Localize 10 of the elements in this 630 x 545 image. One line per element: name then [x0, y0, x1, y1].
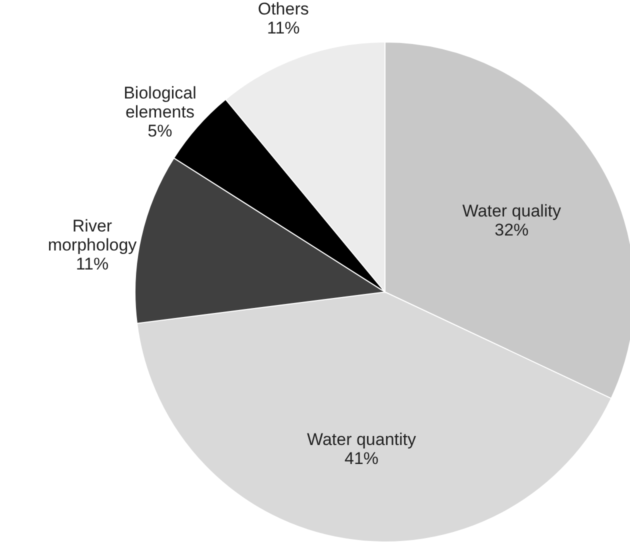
slice-label: River morphology [48, 216, 138, 255]
data-label: 11% [76, 254, 109, 274]
slice-label: Others [258, 0, 309, 19]
slice-label: Water quality [462, 202, 562, 221]
data-label: 41% [344, 449, 379, 468]
slice-label: Water quantity [307, 430, 417, 450]
data-label: 5% [148, 122, 172, 141]
data-label: 32% [494, 220, 529, 240]
slice-label: Biological elements [124, 84, 196, 122]
data-label: 11% [266, 18, 300, 38]
